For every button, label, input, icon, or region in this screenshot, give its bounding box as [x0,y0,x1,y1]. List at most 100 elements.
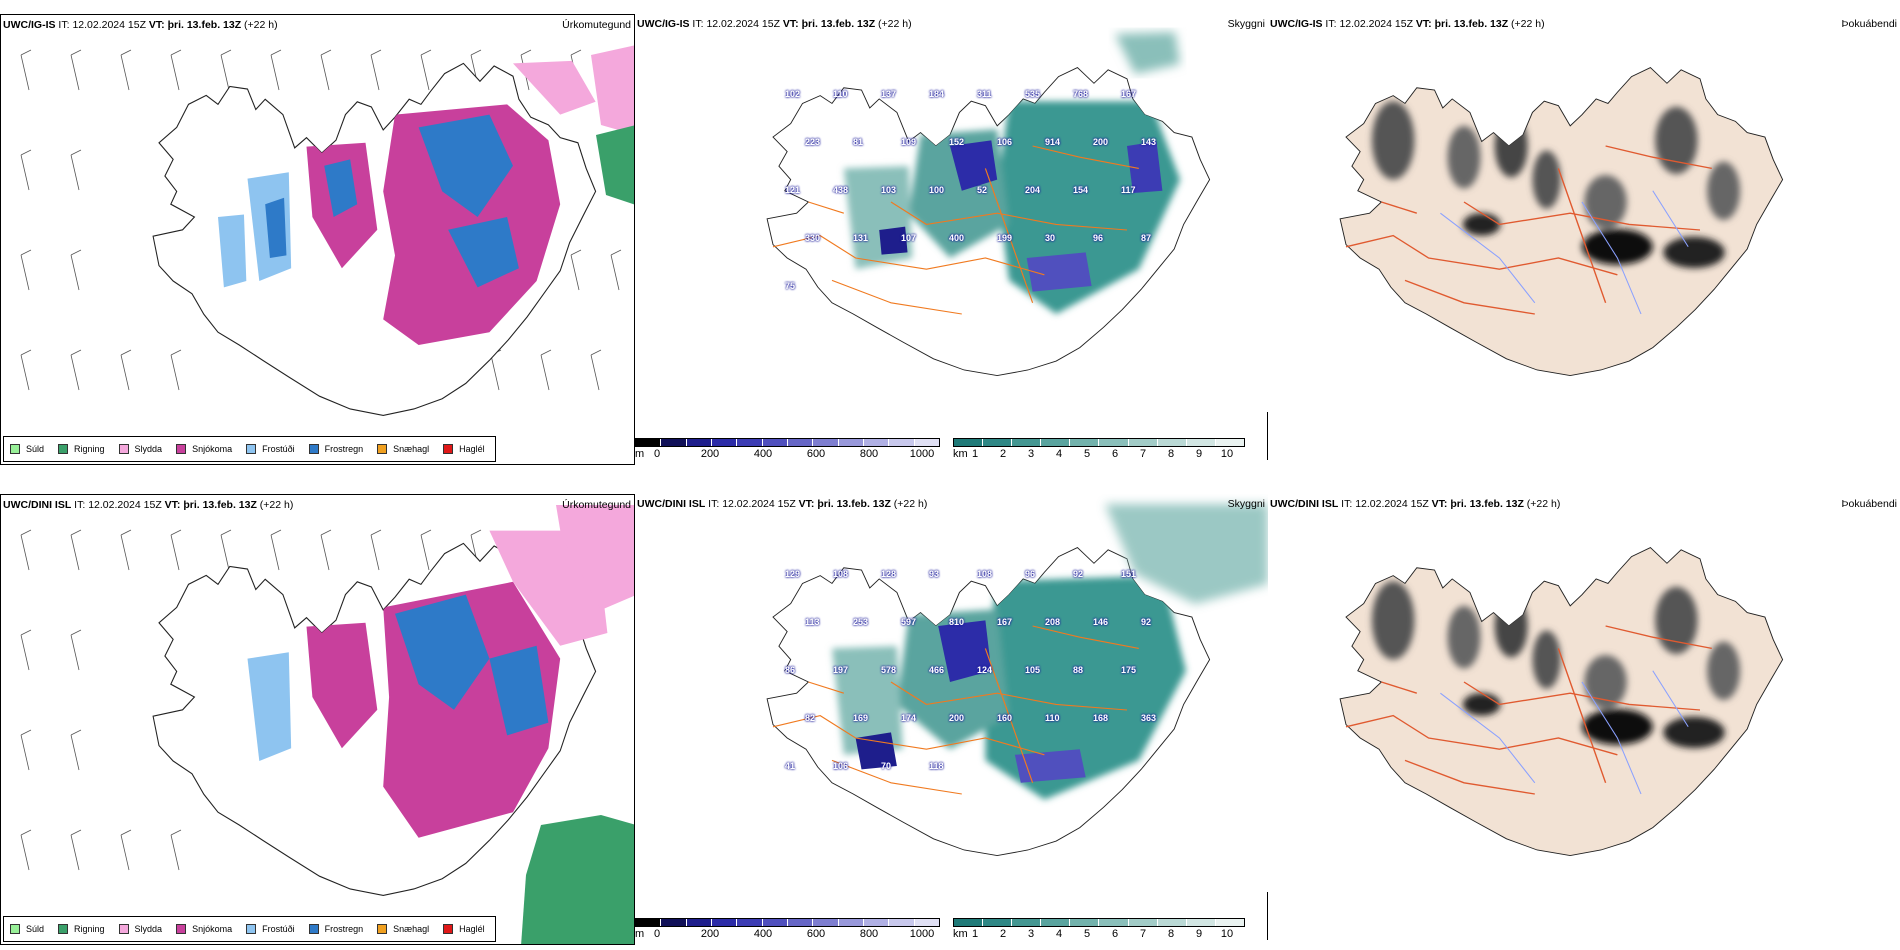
colorbar-tick: 1 [971,928,979,940]
colorbar-step [1070,919,1100,926]
legend-swatch [10,444,20,454]
visibility-value-label: 108 [833,569,849,579]
legend-item: Rigning [58,444,105,454]
fog-index-panel-ig: UWC/IG-IS IT: 12.02.2024 15Z VT: þri. 13… [1268,14,1900,465]
visibility-panel-dini: UWC/DINI ISL IT: 12.02.2024 15Z VT: þri.… [635,494,1268,945]
visibility-value-label: 52 [977,185,988,195]
visibility-value-label: 175 [1121,665,1137,675]
panel-title: Skyggni [1227,498,1265,510]
visibility-value-label: 30 [1045,233,1056,243]
visibility-value-label: 106 [997,137,1013,147]
visibility-value-label: 197 [833,665,849,675]
legend-swatch [377,444,388,454]
legend-label: Snæhagl [393,924,430,934]
colorbar-tick: 400 [753,928,773,940]
colorbar-step [711,439,738,446]
legend-item: Slydda [118,924,163,934]
panel-header: UWC/DINI ISL IT: 12.02.2024 15Z VT: þri.… [1270,498,1561,510]
legend-label: Frostúði [262,444,295,454]
colorbar-tick: 0 [653,928,661,940]
visibility-value-label: 121 [785,185,801,195]
legend-item: Haglél [443,444,485,454]
visibility-map [766,32,1211,377]
colorbar-step [711,919,738,926]
panel-header: UWC/DINI ISL IT: 12.02.2024 15Z VT: þri.… [637,498,928,510]
visibility-value-label: 151 [1121,569,1137,579]
visibility-value-label: 204 [1025,185,1041,195]
visibility-value-label: 110 [833,89,848,99]
colorbar-unit: m [635,928,645,940]
visibility-value-label: 41 [785,761,796,771]
colorbar-tick: 1 [971,448,979,460]
visibility-value-label: 108 [977,569,993,579]
legend-swatch [308,924,319,934]
visibility-value-label: 92 [1141,617,1152,627]
visibility-value-label: 167 [1121,89,1137,99]
colorbar-tick: 800 [859,448,879,460]
visibility-colorbar: km 1 2 3 4 5 6 7 8 9 10 [953,918,1245,941]
visibility-value-label: 438 [833,185,849,195]
colorbar-tick: 0 [653,448,661,460]
cloud-base-colorbar: m 0 200 400 600 800 1000 [635,918,940,941]
visibility-value-label: 118 [929,761,944,771]
legend-label: Slydda [134,924,163,934]
colorbar-tick: 3 [1027,928,1035,940]
visibility-value-label: 113 [805,617,820,627]
panel-title: Úrkomutegund [562,499,631,511]
visibility-value-label: 810 [949,617,965,627]
colorbar-step [889,439,915,446]
colorbar-step [813,439,839,446]
colorbar-step [1012,439,1042,446]
visibility-value-label: 143 [1141,137,1157,147]
legend-swatch [443,444,454,454]
colorbar-step [1186,439,1216,446]
colorbar-tick: 600 [806,448,826,460]
colorbar-step [1041,439,1071,446]
panel-title: Úrkomutegund [562,19,631,31]
visibility-value-label: 200 [1093,137,1109,147]
legend-item: Snjókoma [176,924,232,934]
legend-label: Snjókoma [192,924,233,934]
visibility-value-label: 466 [929,665,945,675]
visibility-value-label: 146 [1093,617,1109,627]
colorbar-step [1099,439,1129,446]
colorbar-step [737,919,763,926]
visibility-value-label: 86 [785,665,796,675]
legend-item: Snjókoma [176,444,232,454]
colorbar-step [1157,919,1187,926]
visibility-value-label: 253 [853,617,869,627]
visibility-value-label: 81 [853,137,864,147]
colorbar-tick: 1000 [909,448,935,460]
visibility-value-label: 174 [901,713,917,723]
visibility-value-label: 124 [977,665,993,675]
colorbar-step [762,919,788,926]
colorbar-tick: 10 [1220,928,1234,940]
colorbar-step [813,919,839,926]
legend-item: Snæhagl [377,444,429,454]
colorbar-step [863,439,890,446]
visibility-value-label: 154 [1073,185,1089,195]
legend-label: Snjókoma [192,444,233,454]
visibility-value-label: 208 [1045,617,1061,627]
colorbar-tick: 8 [1167,448,1175,460]
colorbar-step [1128,439,1158,446]
visibility-value-label: 578 [881,665,897,675]
legend-swatch [176,444,187,454]
visibility-value-label: 311 [977,89,992,99]
legend-item: Snæhagl [377,924,429,934]
colorbar-tick: 1000 [909,928,935,940]
colorbar-tick: 2 [999,448,1007,460]
colorbar-step [1070,439,1100,446]
visibility-value-label: 88 [1073,665,1084,675]
panel-header: UWC/DINI ISL IT: 12.02.2024 15Z VT: þri.… [3,499,294,511]
colorbar-tick: 2 [999,928,1007,940]
colorbar-step [1099,919,1129,926]
panel-header: UWC/IG-IS IT: 12.02.2024 15Z VT: þri. 13… [1270,18,1545,30]
colorbar-step [1186,919,1216,926]
cloud-base-colorbar: m 0 200 400 600 800 1000 [635,438,940,461]
visibility-value-label: 128 [881,569,897,579]
colorbar-step [983,439,1013,446]
legend-label: Súld [26,444,45,454]
visibility-value-label: 87 [1141,233,1152,243]
colorbar-step [1215,919,1244,926]
